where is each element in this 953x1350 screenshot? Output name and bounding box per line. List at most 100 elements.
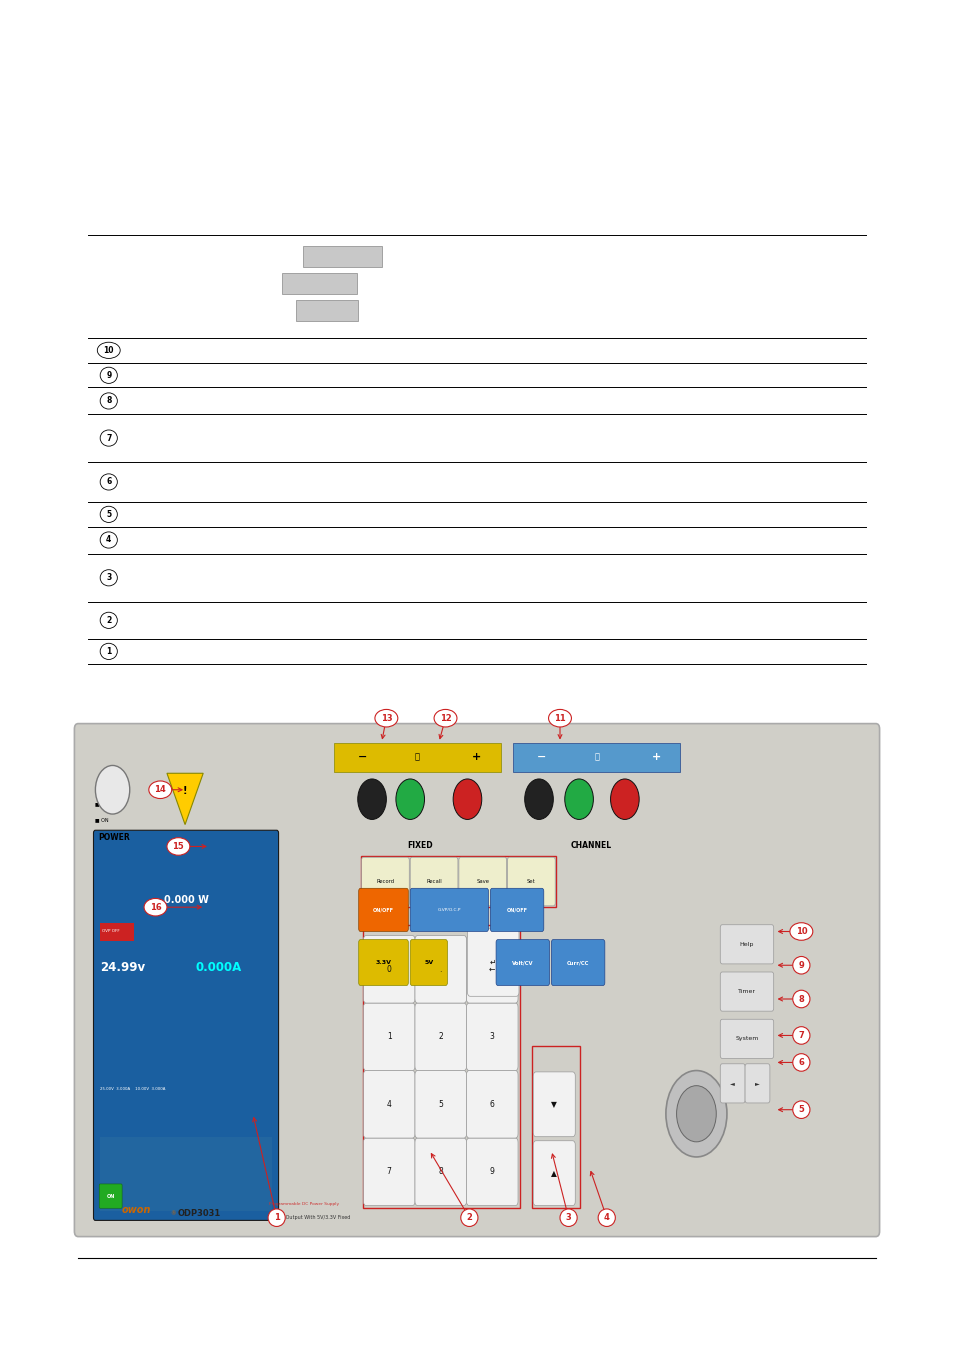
FancyBboxPatch shape	[720, 972, 773, 1011]
Text: Timer: Timer	[738, 990, 755, 994]
Ellipse shape	[100, 613, 117, 629]
Bar	[282, 273, 356, 294]
Circle shape	[564, 779, 593, 819]
Text: 2: 2	[466, 1214, 472, 1222]
FancyBboxPatch shape	[415, 936, 466, 1003]
FancyBboxPatch shape	[100, 923, 133, 941]
FancyBboxPatch shape	[720, 1019, 773, 1058]
Text: 2: 2	[438, 1033, 442, 1041]
Text: −: −	[537, 752, 546, 763]
Ellipse shape	[100, 367, 117, 383]
Text: .: .	[439, 965, 441, 973]
Text: OVP OFF: OVP OFF	[102, 930, 120, 933]
Bar	[532, 1046, 579, 1208]
FancyBboxPatch shape	[74, 724, 879, 1237]
Ellipse shape	[792, 991, 809, 1007]
Ellipse shape	[100, 570, 117, 586]
Text: +: +	[651, 752, 660, 763]
Text: 7: 7	[798, 1031, 803, 1040]
FancyBboxPatch shape	[507, 857, 555, 906]
FancyBboxPatch shape	[93, 830, 278, 1220]
Text: ↵: ↵	[490, 958, 496, 967]
FancyBboxPatch shape	[358, 940, 408, 986]
Ellipse shape	[548, 710, 571, 726]
Text: 3: 3	[565, 1214, 571, 1222]
Text: 8: 8	[106, 397, 112, 405]
Polygon shape	[167, 774, 203, 825]
FancyBboxPatch shape	[415, 1138, 466, 1206]
Text: ON/OFF: ON/OFF	[373, 907, 394, 913]
Ellipse shape	[792, 957, 809, 975]
Ellipse shape	[100, 429, 117, 447]
Text: 1: 1	[274, 1214, 279, 1222]
Text: ODP3031: ODP3031	[177, 1210, 220, 1218]
FancyBboxPatch shape	[363, 1071, 415, 1138]
FancyBboxPatch shape	[744, 1064, 769, 1103]
Text: 12: 12	[439, 714, 451, 722]
Text: Single Output With 5V/3.3V Fixed: Single Output With 5V/3.3V Fixed	[269, 1215, 350, 1220]
Text: 6: 6	[489, 1100, 495, 1108]
Ellipse shape	[149, 780, 172, 799]
FancyBboxPatch shape	[410, 888, 488, 932]
Text: 5: 5	[798, 1106, 803, 1114]
Text: 9: 9	[489, 1168, 495, 1176]
Text: 5: 5	[437, 1100, 443, 1108]
Text: Recall: Recall	[426, 879, 441, 884]
Text: 9: 9	[798, 961, 803, 969]
Text: 1: 1	[106, 647, 112, 656]
Circle shape	[357, 779, 386, 819]
Ellipse shape	[144, 899, 167, 915]
Text: ⏚: ⏚	[415, 753, 419, 761]
Ellipse shape	[100, 506, 117, 522]
Ellipse shape	[100, 393, 117, 409]
FancyBboxPatch shape	[361, 857, 409, 906]
Text: ON/OFF: ON/OFF	[506, 907, 527, 913]
FancyBboxPatch shape	[720, 1064, 744, 1103]
Text: 25.00V  3.000A    10.00V  3.000A: 25.00V 3.000A 10.00V 3.000A	[100, 1088, 166, 1091]
Text: −: −	[357, 752, 367, 763]
Text: 3.3V: 3.3V	[375, 960, 391, 965]
FancyBboxPatch shape	[363, 936, 415, 1003]
FancyBboxPatch shape	[533, 1141, 575, 1206]
Ellipse shape	[460, 1210, 477, 1226]
Circle shape	[524, 779, 553, 819]
Ellipse shape	[100, 474, 117, 490]
FancyBboxPatch shape	[720, 925, 773, 964]
Circle shape	[665, 1071, 726, 1157]
Ellipse shape	[434, 710, 456, 726]
Text: 10: 10	[795, 927, 806, 936]
FancyBboxPatch shape	[415, 1071, 466, 1138]
Text: 10: 10	[103, 346, 114, 355]
Text: CHANNEL: CHANNEL	[570, 841, 612, 849]
Text: 15: 15	[172, 842, 184, 850]
Text: ON: ON	[107, 1193, 114, 1199]
Text: ⏚: ⏚	[594, 753, 598, 761]
FancyBboxPatch shape	[533, 1072, 575, 1137]
Text: ®: ®	[170, 1211, 175, 1216]
Text: ◄: ◄	[730, 1081, 734, 1085]
Text: owon: owon	[121, 1204, 151, 1215]
Text: 1: 1	[387, 1033, 391, 1041]
FancyBboxPatch shape	[99, 1184, 122, 1208]
Text: 11: 11	[554, 714, 565, 722]
Text: Volt/CV: Volt/CV	[512, 960, 533, 965]
Text: 13: 13	[380, 714, 392, 722]
Text: ■ OFF: ■ OFF	[95, 801, 111, 806]
Ellipse shape	[789, 923, 812, 941]
Ellipse shape	[97, 343, 120, 359]
Bar	[303, 246, 381, 267]
Text: POWER: POWER	[98, 833, 131, 841]
Text: 0.000 W: 0.000 W	[163, 895, 209, 906]
Text: ▲: ▲	[551, 1169, 557, 1177]
Text: +: +	[472, 752, 481, 763]
Text: 24.99v: 24.99v	[100, 961, 145, 975]
FancyBboxPatch shape	[496, 940, 549, 986]
Text: 9: 9	[106, 371, 112, 379]
Text: 0.000A: 0.000A	[195, 961, 241, 975]
Text: 8: 8	[438, 1168, 442, 1176]
Text: 3: 3	[489, 1033, 495, 1041]
Text: FIXED: FIXED	[407, 841, 432, 849]
Ellipse shape	[268, 1210, 285, 1226]
Text: ▼: ▼	[551, 1100, 557, 1108]
FancyBboxPatch shape	[363, 1138, 415, 1206]
